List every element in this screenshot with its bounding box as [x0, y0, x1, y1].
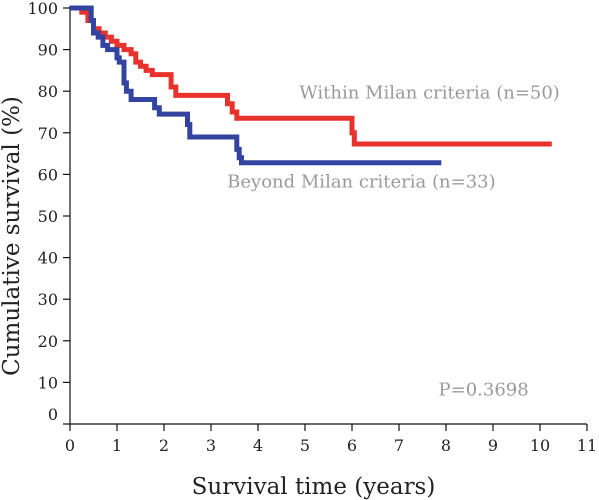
y-tick-label: 40 — [38, 249, 58, 268]
annotation-beyond-milan: Beyond Milan criteria (n=33) — [227, 172, 495, 193]
x-axis-title: Survival time (years) — [192, 474, 436, 500]
x-tick-label: 7 — [394, 436, 404, 455]
y-tick-label: 10 — [38, 373, 58, 392]
x-tick-label: 0 — [65, 436, 75, 455]
y-axis-title: Cumulative survival (%) — [0, 96, 25, 376]
x-tick-label: 5 — [300, 436, 310, 455]
y-tick-label: 70 — [38, 124, 58, 143]
x-tick-label: 9 — [488, 436, 498, 455]
annotations: Within Milan criteria (n=50) Beyond Milan… — [227, 83, 560, 401]
y-tick-label: 50 — [38, 207, 58, 226]
y-tick-label: 100 — [27, 0, 58, 18]
y-tick-label: 90 — [38, 41, 58, 60]
y-tick-label: 20 — [38, 332, 58, 351]
x-tick-label: 2 — [159, 436, 169, 455]
series-line-beyond-milan — [70, 5, 442, 166]
series-layer — [70, 5, 552, 166]
x-tick-label: 3 — [206, 436, 216, 455]
x-tick-label: 4 — [253, 436, 263, 455]
y-tick-label: 0 — [48, 405, 58, 424]
y-tick-label: 60 — [38, 165, 58, 184]
x-tick-label: 10 — [530, 436, 550, 455]
y-tick-label: 80 — [38, 82, 58, 101]
annotation-within-milan: Within Milan criteria (n=50) — [299, 83, 560, 104]
series-line-within-milan — [70, 5, 552, 147]
x-tick-label: 8 — [441, 436, 451, 455]
x-tick-label: 11 — [577, 436, 597, 455]
y-tick-label: 30 — [38, 290, 58, 309]
x-tick-label: 1 — [112, 436, 122, 455]
annotation-p-value: P=0.3698 — [439, 380, 529, 401]
axes: 0 10 20 30 40 50 60 70 80 90 100 0 1 2 3 4 5 6 7 8 9 10 11 — [27, 0, 597, 455]
x-tick-label: 6 — [347, 436, 357, 455]
